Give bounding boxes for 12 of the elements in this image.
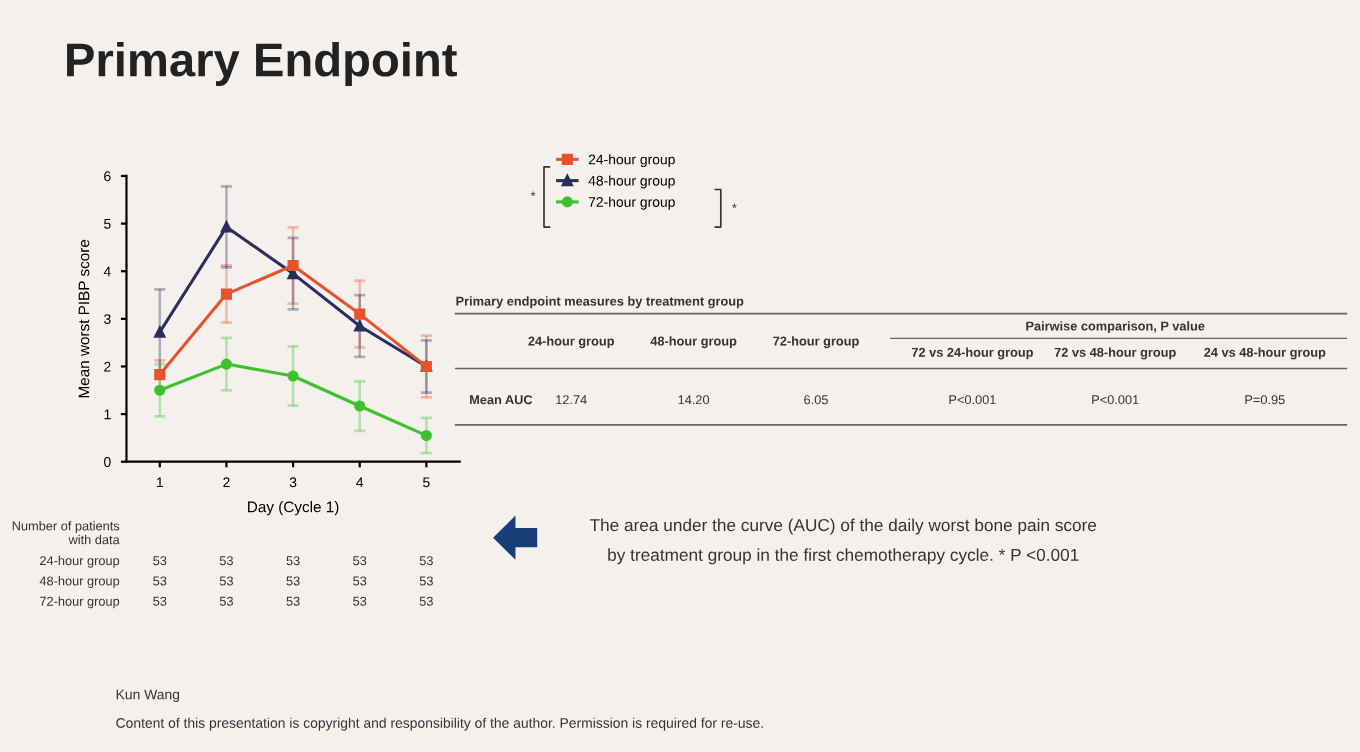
point: [287, 259, 299, 272]
point: [287, 370, 299, 382]
point: [220, 288, 232, 300]
chart-title: Primary Endpoint: [67, 41, 457, 86]
point: [220, 358, 232, 370]
point: [354, 400, 366, 412]
point: [154, 326, 166, 338]
point: [420, 429, 432, 442]
point: [354, 308, 366, 320]
point: [220, 221, 232, 233]
text: The area under the curve (AUC) of the daily worst bone pain score by treatment group in the first chemotherapy cycle. * P <0.001: [589, 518, 1097, 565]
point: [354, 320, 366, 332]
